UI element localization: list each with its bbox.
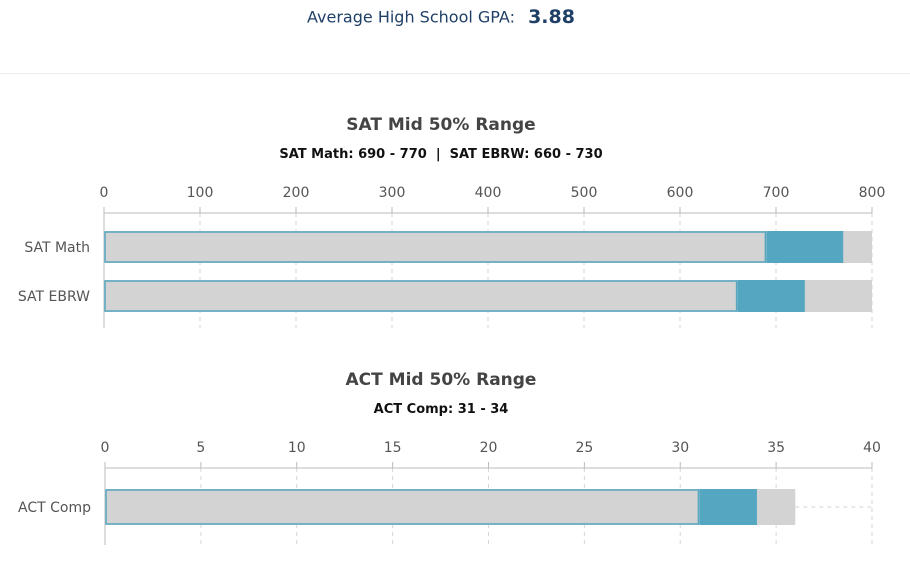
chart-subtitle: SAT Math: 690 - 770 | SAT EBRW: 660 - 73… (279, 147, 602, 162)
chart-title: SAT Mid 50% Range (346, 115, 535, 135)
tick-label: 30 (671, 440, 689, 456)
gpa-summary: Average High School GPA: 3.88 (0, 6, 882, 28)
chart-subtitle: ACT Comp: 31 - 34 (374, 402, 509, 417)
tick-label: 5 (196, 440, 205, 456)
gpa-value: 3.88 (528, 6, 575, 28)
tick-label: 0 (101, 440, 110, 456)
bar-below-range-sat-ebrw (105, 281, 737, 311)
chart-title: ACT Mid 50% Range (346, 370, 537, 390)
tick-label: 0 (100, 185, 109, 201)
tick-label: 600 (667, 185, 694, 201)
sat-range-chart: SAT Mid 50% Range SAT Math: 690 - 770 | S… (0, 100, 910, 350)
bar-mid-range-sat-ebrw (738, 280, 805, 312)
tick-label: 700 (763, 185, 790, 201)
tick-label: 200 (283, 185, 310, 201)
tick-label: 800 (859, 185, 886, 201)
bar-below-range-sat-math (105, 232, 765, 262)
tick-label: 40 (863, 440, 881, 456)
act-range-chart: ACT Mid 50% Range ACT Comp: 31 - 34 0 5 10 15… (0, 355, 910, 565)
tick-label: 20 (480, 440, 498, 456)
gpa-label: Average High School GPA: (307, 8, 515, 27)
tick-label: 300 (379, 185, 406, 201)
tick-label: 10 (288, 440, 306, 456)
bar-below-range-act-comp (106, 490, 698, 524)
tick-label: 35 (767, 440, 785, 456)
section-divider (0, 73, 910, 74)
category-label-sat-math: SAT Math (24, 240, 90, 256)
category-label-act-comp: ACT Comp (18, 500, 91, 516)
tick-label: 500 (571, 185, 598, 201)
bar-mid-range-act-comp (699, 489, 757, 525)
tick-label: 25 (575, 440, 593, 456)
category-label-sat-ebrw: SAT EBRW (18, 289, 90, 305)
tick-label: 15 (384, 440, 402, 456)
bar-mid-range-sat-math (766, 231, 843, 263)
tick-label: 100 (187, 185, 214, 201)
tick-label: 400 (475, 185, 502, 201)
